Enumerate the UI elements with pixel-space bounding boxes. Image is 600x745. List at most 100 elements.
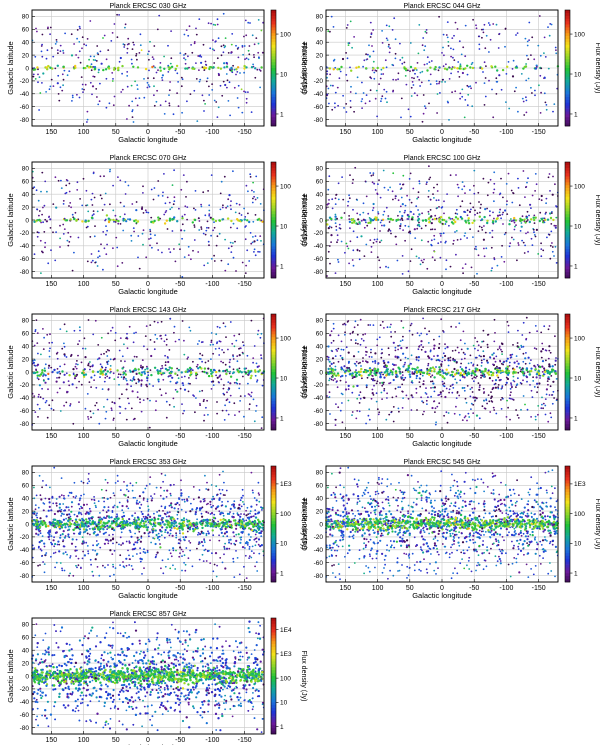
source-point — [466, 214, 469, 217]
x-tick-label: 150 — [45, 129, 57, 136]
source-point — [91, 204, 94, 206]
source-point — [157, 180, 160, 182]
source-point — [57, 179, 60, 182]
source-point — [416, 332, 419, 334]
source-point — [480, 359, 483, 362]
source-point — [376, 66, 379, 70]
source-point — [97, 521, 100, 524]
source-point — [222, 361, 225, 364]
source-point — [389, 326, 391, 328]
source-point — [186, 180, 188, 183]
source-point — [423, 49, 426, 52]
source-point — [356, 410, 359, 412]
source-point — [527, 58, 530, 60]
source-point — [397, 345, 399, 347]
source-point — [243, 71, 246, 74]
colorbar-segment — [271, 193, 276, 198]
source-point — [538, 15, 541, 17]
source-point — [549, 244, 552, 247]
source-point — [112, 68, 116, 71]
colorbar-tick-label: 1 — [280, 111, 284, 118]
y-tick-label: 40 — [22, 496, 30, 503]
source-point — [62, 223, 65, 226]
source-point — [511, 68, 514, 70]
source-point — [432, 386, 434, 389]
source-point — [469, 189, 471, 191]
source-point — [144, 368, 147, 371]
source-point — [229, 321, 232, 323]
source-point — [343, 107, 345, 109]
source-point — [326, 93, 329, 96]
source-point — [221, 218, 224, 221]
source-point — [84, 530, 87, 533]
source-point — [392, 406, 395, 408]
source-point — [246, 249, 249, 252]
source-point — [83, 88, 85, 91]
source-point — [481, 405, 484, 408]
source-point — [453, 59, 456, 61]
source-point — [413, 77, 415, 80]
source-point — [429, 176, 432, 179]
source-point — [54, 176, 57, 179]
source-point — [366, 58, 369, 60]
source-point — [480, 355, 482, 358]
source-point — [475, 81, 477, 84]
source-point — [516, 383, 519, 386]
x-tick-label: -50 — [175, 585, 185, 592]
source-point — [188, 326, 191, 329]
source-point — [200, 205, 203, 208]
source-point — [198, 220, 201, 222]
source-point — [46, 333, 49, 336]
colorbar-segment — [565, 18, 570, 22]
source-point — [77, 354, 79, 357]
source-point — [404, 224, 407, 227]
colorbar-segment — [271, 392, 276, 396]
source-point — [347, 44, 350, 46]
colorbar-segment — [565, 322, 570, 326]
source-point — [41, 43, 43, 46]
source-point — [423, 105, 426, 108]
source-point — [524, 362, 527, 365]
x-tick-label: 50 — [112, 585, 120, 592]
source-point — [491, 379, 494, 382]
source-point — [540, 91, 542, 94]
source-point — [516, 365, 518, 368]
source-point — [477, 382, 480, 384]
source-point — [547, 377, 550, 380]
source-point — [488, 400, 491, 403]
source-point — [373, 384, 375, 387]
source-point — [539, 112, 542, 114]
source-point — [140, 503, 143, 506]
source-point — [170, 506, 173, 509]
source-point — [482, 372, 485, 375]
source-point — [169, 374, 172, 377]
source-point — [505, 376, 508, 379]
x-tick-label: 0 — [146, 129, 150, 136]
source-point — [55, 39, 58, 41]
y-tick-label: -20 — [20, 230, 30, 237]
source-point — [365, 386, 368, 389]
source-point — [176, 501, 179, 505]
source-point — [422, 413, 424, 416]
source-point — [330, 342, 333, 344]
source-point — [421, 120, 424, 123]
source-point — [163, 489, 166, 492]
source-point — [463, 389, 466, 392]
source-point — [430, 380, 432, 383]
source-point — [238, 347, 240, 350]
source-point — [406, 368, 409, 372]
source-point — [147, 371, 149, 374]
source-point — [404, 369, 407, 372]
source-point — [472, 344, 475, 347]
source-point — [45, 400, 48, 402]
source-point — [172, 397, 175, 400]
colorbar-segment — [565, 214, 570, 218]
source-point — [250, 536, 252, 538]
source-point — [381, 398, 383, 400]
source-point — [366, 369, 370, 373]
colorbar-segment — [565, 251, 570, 256]
source-point — [552, 175, 554, 178]
source-point — [522, 170, 525, 172]
source-point — [375, 369, 378, 373]
source-point — [144, 209, 147, 212]
